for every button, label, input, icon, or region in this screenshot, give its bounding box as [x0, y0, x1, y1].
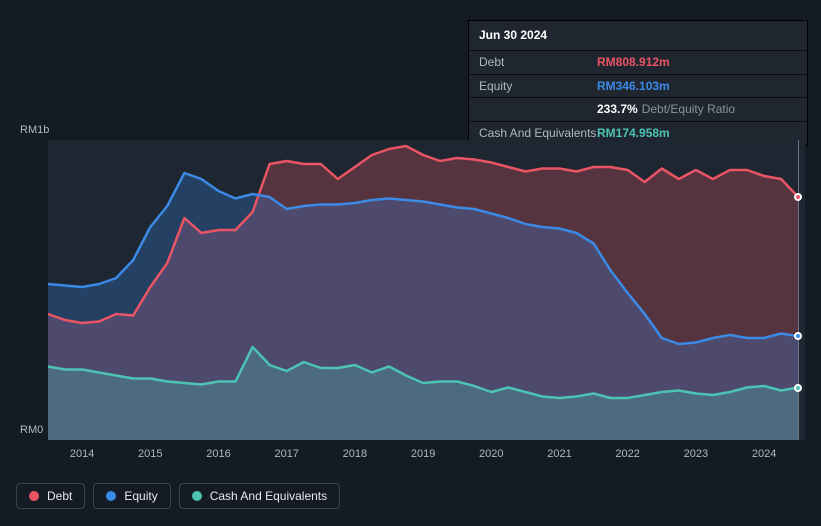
x-axis-tick: 2014	[70, 448, 94, 460]
x-axis-tick: 2017	[274, 448, 298, 460]
y-axis-min-label: RM0	[20, 424, 43, 436]
infobox-ratio-label: Debt/Equity Ratio	[642, 102, 735, 116]
cursor-dot-equity	[794, 332, 802, 340]
chart-legend: Debt Equity Cash And Equivalents	[16, 483, 340, 509]
legend-item-debt[interactable]: Debt	[16, 483, 85, 509]
infobox-debt-label: Debt	[479, 54, 597, 71]
x-axis-tick: 2016	[206, 448, 230, 460]
x-axis-tick: 2022	[615, 448, 639, 460]
legend-item-equity[interactable]: Equity	[93, 483, 170, 509]
infobox-ratio-pad	[479, 101, 597, 118]
x-axis-tick: 2015	[138, 448, 162, 460]
infobox-equity-label: Equity	[479, 78, 597, 95]
x-axis-tick: 2018	[343, 448, 367, 460]
cursor-dot-cash	[794, 384, 802, 392]
cursor-dot-debt	[794, 193, 802, 201]
infobox-ratio-value: 233.7% Debt/Equity Ratio	[597, 101, 797, 118]
x-axis-tick: 2020	[479, 448, 503, 460]
cursor-line	[798, 140, 799, 440]
tooltip-infobox: Jun 30 2024 Debt RM808.912m Equity RM346…	[468, 20, 808, 146]
infobox-equity-value: RM346.103m	[597, 78, 797, 95]
legend-label-cash: Cash And Equivalents	[210, 489, 327, 503]
infobox-debt-value: RM808.912m	[597, 54, 797, 71]
x-axis-tick: 2021	[547, 448, 571, 460]
infobox-date: Jun 30 2024	[469, 21, 807, 51]
infobox-ratio-pct: 233.7%	[597, 102, 638, 116]
x-axis-tick: 2023	[684, 448, 708, 460]
chart-svg	[48, 140, 805, 440]
legend-label-debt: Debt	[47, 489, 72, 503]
legend-swatch-cash	[192, 491, 202, 501]
infobox-row-ratio: 233.7% Debt/Equity Ratio	[469, 98, 807, 122]
y-axis-max-label: RM1b	[20, 124, 49, 136]
infobox-row-debt: Debt RM808.912m	[469, 51, 807, 75]
legend-label-equity: Equity	[124, 489, 157, 503]
x-axis-tick: 2019	[411, 448, 435, 460]
chart-plot-area[interactable]	[48, 140, 805, 440]
infobox-row-equity: Equity RM346.103m	[469, 75, 807, 99]
legend-swatch-equity	[106, 491, 116, 501]
legend-item-cash[interactable]: Cash And Equivalents	[179, 483, 340, 509]
legend-swatch-debt	[29, 491, 39, 501]
x-axis-tick: 2024	[752, 448, 776, 460]
